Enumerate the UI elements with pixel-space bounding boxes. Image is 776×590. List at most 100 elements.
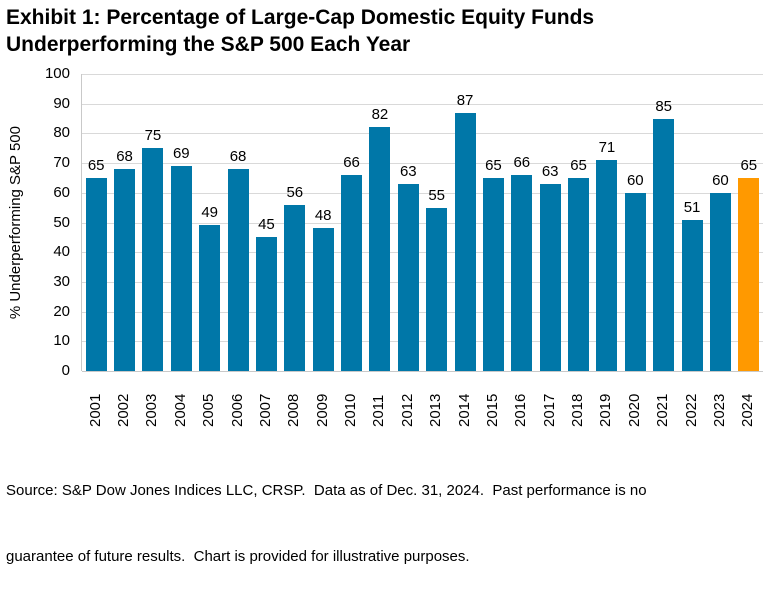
bar-value-label: 48 — [314, 207, 332, 224]
bar-2024 — [738, 178, 760, 371]
x-tick: 2015 — [478, 377, 506, 427]
chart-title-line2: Underperforming the S&P 500 Each Year — [6, 33, 411, 56]
bar-2014 — [454, 113, 476, 371]
source-note-line2: guarantee of future results. Chart is pr… — [6, 548, 470, 565]
x-tick-label: 2010 — [342, 393, 360, 427]
bar-value-label: 85 — [655, 98, 673, 115]
y-tick-label: 70 — [53, 154, 70, 171]
x-tick: 2007 — [251, 377, 279, 427]
x-axis-line — [82, 371, 763, 372]
gridline — [82, 133, 763, 134]
bar-2021 — [653, 119, 675, 371]
x-tick: 2022 — [677, 377, 705, 427]
bar-value-label: 65 — [740, 157, 758, 174]
bar-2018 — [568, 178, 590, 371]
bar-value-label: 68 — [229, 148, 247, 165]
bar-value-label: 82 — [371, 106, 389, 123]
x-tick-label: 2008 — [285, 393, 303, 427]
bar-2004 — [170, 166, 192, 371]
y-tick-label: 20 — [53, 303, 70, 320]
x-tick-label: 2003 — [143, 393, 161, 427]
bar-value-label: 75 — [144, 127, 162, 144]
x-tick-label: 2014 — [455, 393, 473, 427]
y-axis-title-text: % Underperforming S&P 500 — [6, 125, 24, 320]
x-tick: 2023 — [705, 377, 733, 427]
y-tick-label: 60 — [53, 184, 70, 201]
x-tick: 2010 — [336, 377, 364, 427]
x-tick-label: 2016 — [512, 393, 530, 427]
bar-2001 — [85, 178, 107, 371]
x-tick-label: 2006 — [228, 393, 246, 427]
x-tick-label: 2017 — [540, 393, 558, 427]
x-axis-labels: 2001 2002 2003 2004 2005 2006 2007 2008 2009 2010… — [81, 377, 762, 427]
bar-value-label: 68 — [116, 148, 133, 165]
bar-value-label: 65 — [485, 157, 502, 174]
bar-2023 — [709, 193, 731, 371]
bar-value-label: 60 — [712, 172, 729, 189]
bar-2006 — [227, 169, 249, 371]
bar-2020 — [624, 193, 646, 371]
y-tick-label: 30 — [53, 273, 70, 290]
x-tick: 2017 — [535, 377, 563, 427]
gridline — [82, 223, 763, 224]
x-tick-label: 2023 — [710, 393, 728, 427]
bar-2017 — [539, 184, 561, 371]
x-tick-label: 2015 — [483, 393, 501, 427]
x-tick: 2001 — [81, 377, 109, 427]
bar-value-label: 60 — [626, 172, 644, 189]
gridline — [82, 341, 763, 342]
bar-value-label: 63 — [541, 163, 559, 180]
bar-2010 — [341, 175, 363, 371]
chart-title-line1: Exhibit 1: Percentage of Large-Cap Domes… — [6, 6, 595, 29]
gridline — [82, 163, 763, 164]
x-tick-label: 2004 — [171, 393, 189, 427]
bar-2003 — [142, 148, 164, 371]
x-tick: 2006 — [223, 377, 251, 427]
x-tick: 2002 — [109, 377, 137, 427]
y-tick-label: 80 — [53, 124, 70, 141]
bar-value-label: 87 — [456, 92, 474, 109]
bar-value-label: 51 — [683, 199, 701, 216]
gridline — [82, 74, 763, 75]
bar-value-label: 63 — [399, 163, 417, 180]
x-tick: 2021 — [649, 377, 677, 427]
bar-value-label: 56 — [286, 184, 304, 201]
x-tick: 2005 — [195, 377, 223, 427]
bar-2022 — [681, 220, 703, 371]
bar-value-label: 45 — [258, 216, 275, 233]
bar-value-label: 65 — [570, 157, 587, 174]
y-tick-label: 90 — [53, 95, 70, 112]
x-tick: 2012 — [393, 377, 421, 427]
gridline — [82, 104, 763, 105]
bar-2005 — [199, 225, 221, 371]
x-tick-label: 2018 — [569, 393, 587, 427]
x-tick: 2003 — [138, 377, 166, 427]
x-tick: 2018 — [563, 377, 591, 427]
x-tick: 2020 — [620, 377, 648, 427]
bar-2011 — [369, 127, 391, 371]
y-axis-title: % Underperforming S&P 500 — [4, 74, 26, 371]
bar-2015 — [482, 178, 504, 371]
x-tick: 2004 — [166, 377, 194, 427]
chart-title: Exhibit 1: Percentage of Large-Cap Domes… — [6, 4, 594, 58]
y-axis-ticks: 0 10 20 30 40 50 60 70 80 90 100 — [30, 65, 76, 379]
plot-area: 65 68 75 69 49 68 45 56 48 66 82 63 55 87 65 66 63 65 71 60… — [81, 74, 763, 372]
bar-value-label: 71 — [598, 139, 616, 156]
bar-2008 — [284, 205, 306, 371]
x-tick: 2011 — [365, 377, 393, 427]
x-tick-label: 2021 — [654, 393, 672, 427]
x-tick-label: 2013 — [427, 393, 445, 427]
gridline — [82, 282, 763, 283]
bar-value-label: 66 — [513, 154, 531, 171]
bar-2007 — [255, 237, 277, 371]
x-tick-label: 2001 — [86, 393, 104, 427]
bar-2019 — [596, 160, 618, 371]
x-tick-label: 2024 — [739, 393, 757, 427]
source-note-line1: Source: S&P Dow Jones Indices LLC, CRSP.… — [6, 482, 647, 499]
x-tick-label: 2005 — [200, 393, 218, 427]
bar-value-label: 65 — [87, 157, 105, 174]
x-tick: 2008 — [280, 377, 308, 427]
bar-value-label: 69 — [172, 145, 190, 162]
x-tick: 2019 — [592, 377, 620, 427]
gridline — [82, 193, 763, 194]
